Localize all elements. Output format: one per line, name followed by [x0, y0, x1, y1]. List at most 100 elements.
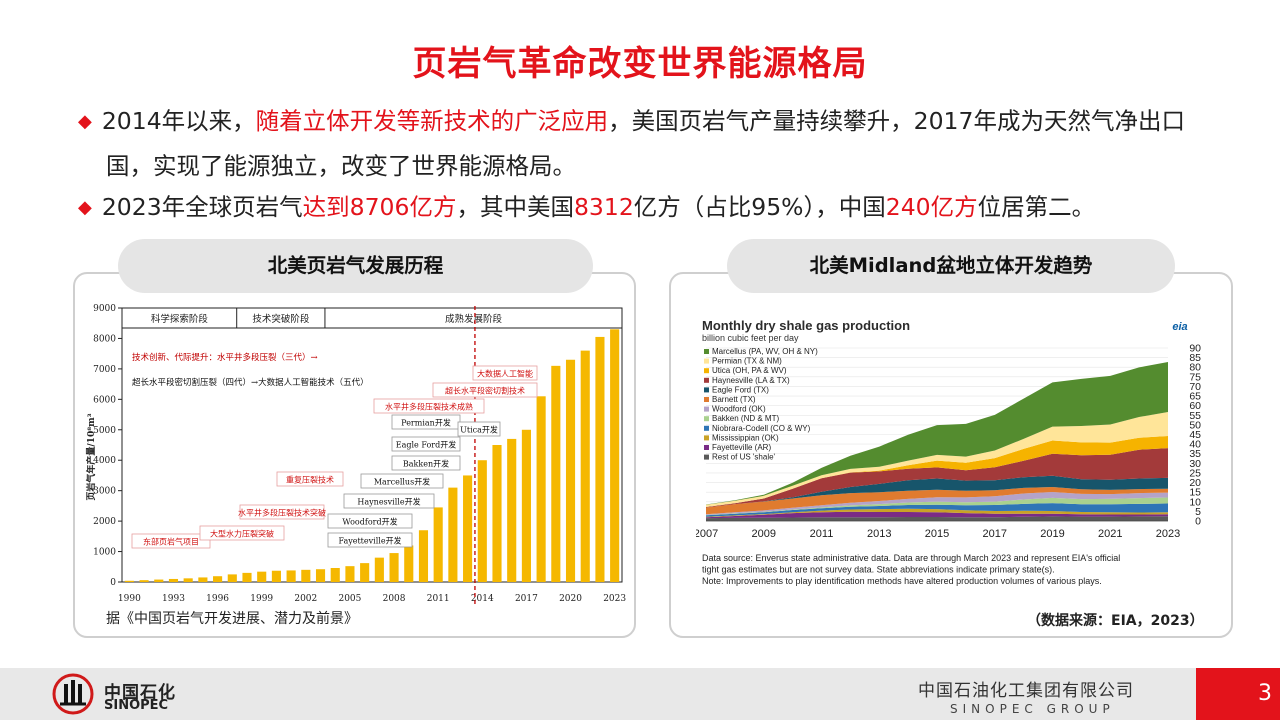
bar	[286, 570, 296, 582]
annotation-label: Utica开发	[460, 425, 498, 435]
bar	[168, 578, 179, 582]
legend-swatch	[704, 387, 709, 393]
bar	[301, 569, 311, 582]
area-series	[706, 497, 1168, 516]
y-tick-label: 45	[1189, 429, 1201, 441]
annotation-label: Marcellus开发	[374, 477, 430, 487]
legend-label: Rest of US 'shale'	[712, 453, 776, 462]
legend-label: Utica (OH, PA & WV)	[712, 366, 787, 375]
x-tick-label: 2023	[603, 594, 626, 604]
bullet-1: ◆ 2014年以来，随着立体开发等新技术的广泛应用，美国页岩气产量持续攀升，201…	[78, 100, 1228, 187]
bar	[315, 569, 326, 582]
bar	[551, 365, 561, 582]
annotation-box	[391, 436, 461, 452]
y-tick-label: 25	[1189, 467, 1201, 479]
bar	[374, 557, 384, 582]
logo-text-cn: 中国石化	[104, 683, 176, 703]
annotation-box	[131, 533, 211, 549]
y-tick-label: 75	[1189, 371, 1201, 383]
shale-history-bar-chart: 0 1000 2000 3000 4000 5000 6000 7000 8000 9000 页岩气…	[85, 304, 626, 604]
right-panel-heading: 北美Midland盆地立体开发趋势	[727, 239, 1175, 293]
annotation-label: Fayetteville开发	[338, 536, 401, 546]
right-chart-source: （数据来源：EIA，2023）	[1027, 613, 1204, 629]
x-tick-label: 1999	[250, 594, 273, 604]
y-tick-label: 15	[1189, 487, 1201, 499]
x-tick-label: 1996	[206, 594, 229, 604]
bar	[463, 475, 473, 582]
bar	[610, 329, 620, 582]
shale-gas-area-chart: Monthly dry shale gas productionbillion …	[696, 318, 1201, 586]
y-tick-label: 0	[110, 578, 116, 588]
bar	[448, 487, 458, 582]
bar	[345, 566, 355, 582]
bar	[565, 359, 576, 582]
bar	[139, 580, 149, 582]
annotation-label: 水平井多段压裂技术成熟	[385, 402, 473, 412]
y-tick-label: 90	[1189, 343, 1201, 355]
bar	[330, 567, 340, 582]
x-tick-label: 2021	[1098, 528, 1122, 540]
y-tick-label: 8000	[93, 334, 116, 344]
x-tick-label: 1993	[162, 594, 185, 604]
x-tick-label: 2008	[383, 594, 406, 604]
annotation-label: Haynesville开发	[357, 497, 420, 507]
bar	[433, 507, 443, 582]
chart-note: Note: Improvements to play identificatio…	[702, 576, 1102, 586]
bar	[271, 570, 281, 582]
bar	[536, 396, 546, 582]
bar	[242, 572, 252, 582]
legend-label: Niobrara-Codell (CO & WY)	[712, 424, 811, 433]
area-chart-title: Monthly dry shale gas production	[702, 318, 910, 333]
area-series	[706, 412, 1168, 507]
area-series	[706, 511, 1168, 519]
bar	[154, 579, 164, 582]
bullet-2-highlight-3: 240亿方	[885, 193, 978, 221]
logo-text-en: SINOPEC	[104, 698, 169, 713]
x-tick-label: 1990	[118, 594, 141, 604]
legend-swatch	[704, 425, 709, 431]
bar	[257, 571, 267, 582]
annotation-box	[472, 365, 538, 381]
annotation-box	[327, 513, 413, 529]
annotation-box	[239, 504, 325, 520]
chart-note: Data source: Enverus state administrativ…	[702, 553, 1120, 563]
bar	[507, 438, 517, 582]
annotation-box	[327, 532, 413, 548]
annotation-box	[432, 382, 538, 398]
y-tick-label: 60	[1189, 400, 1201, 412]
x-tick-label: 2015	[925, 528, 949, 540]
x-tick-label: 2023	[1156, 528, 1180, 540]
y-tick-label: 5000	[93, 426, 116, 436]
bar	[124, 580, 134, 582]
area-series	[706, 362, 1168, 505]
bullet-1-text-b: ，美国页岩气产量持续攀升，2017年成为天然气净出口	[608, 107, 1185, 135]
legend-label: Marcellus (PA, WV, OH & NY)	[712, 347, 818, 356]
area-series	[706, 503, 1168, 517]
slide-title: 页岩气革命改变世界能源格局	[412, 44, 868, 84]
legend-label: Woodford (OK)	[712, 405, 766, 414]
legend-label: Permian (TX & NM)	[712, 357, 782, 366]
annotation-label: 大数据人工智能	[477, 369, 533, 379]
x-tick-label: 2019	[1040, 528, 1064, 540]
legend-label: Bakken (ND & MT)	[712, 414, 779, 423]
legend-label: Mississippian (OK)	[712, 433, 779, 442]
bar	[404, 545, 414, 582]
legend-swatch	[704, 358, 709, 364]
legend-label: Barnett (TX)	[712, 395, 756, 404]
bullet-2-highlight-1: 达到8706亿方	[302, 193, 457, 221]
bar	[389, 553, 399, 582]
diamond-bullet-icon: ◆	[78, 197, 92, 218]
annotation-box	[276, 471, 344, 487]
y-tick-label: 20	[1189, 477, 1201, 489]
annotation-label: Permian开发	[401, 418, 451, 428]
bullet-2: ◆ 2023年全球页岩气达到8706亿方，其中美国8312亿方（占比95%），中国…	[78, 186, 1228, 231]
x-tick-label: 2014	[471, 594, 494, 604]
x-tick-label: 2009	[752, 528, 776, 540]
x-tick-label: 2011	[427, 594, 450, 604]
annotation-label: 大型水力压裂突破	[210, 529, 274, 539]
x-tick-label: 2020	[559, 594, 582, 604]
y-tick-label: 6000	[93, 395, 116, 405]
annotation-label: Bakken开发	[403, 459, 449, 469]
tech-note-2: 超长水平段密切割压裂（四代）→大数据人工智能技术（五代）	[132, 377, 369, 388]
